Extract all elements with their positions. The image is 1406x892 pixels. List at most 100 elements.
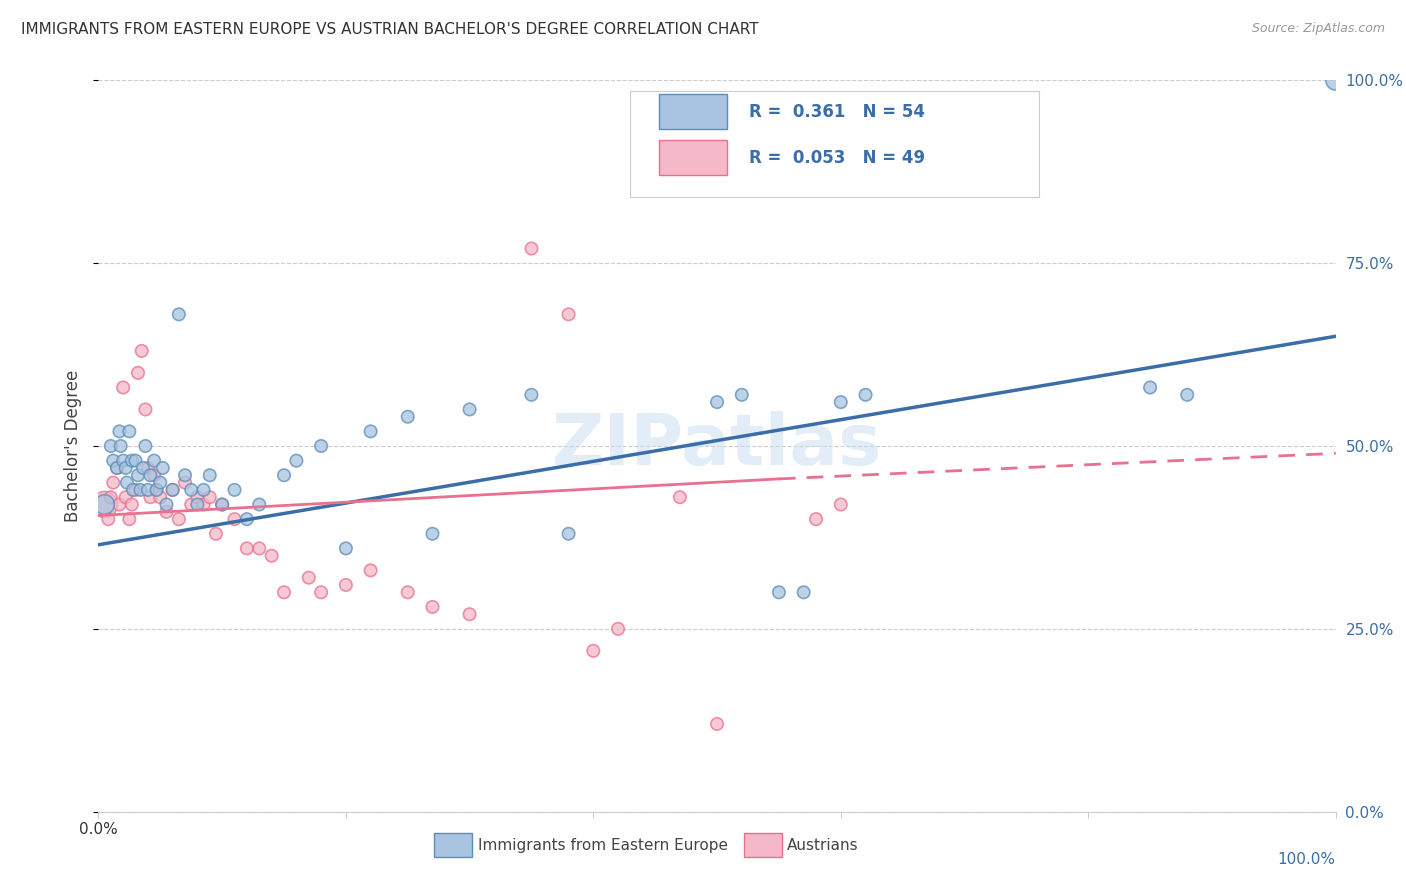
Point: [309, 585, 332, 599]
Point: [582, 644, 605, 658]
Point: [768, 585, 790, 599]
Point: [136, 483, 159, 497]
Point: [134, 402, 156, 417]
Point: [180, 498, 202, 512]
Point: [139, 468, 162, 483]
Point: [127, 468, 149, 483]
Point: [143, 468, 166, 483]
Point: [335, 578, 357, 592]
Point: [105, 461, 128, 475]
Text: Austrians: Austrians: [787, 838, 859, 853]
Point: [396, 585, 419, 599]
Point: [793, 585, 815, 599]
Point: [174, 475, 197, 490]
Point: [706, 717, 728, 731]
Point: [224, 483, 246, 497]
Point: [149, 490, 172, 504]
Bar: [659, 140, 727, 176]
Point: [118, 425, 141, 439]
Text: ZIPatlas: ZIPatlas: [553, 411, 882, 481]
Point: [100, 490, 122, 504]
Point: [162, 483, 184, 497]
Point: [360, 425, 382, 439]
Point: [124, 483, 146, 497]
Point: [830, 395, 852, 409]
Point: [211, 498, 233, 512]
Point: [112, 380, 135, 394]
Point: [236, 512, 259, 526]
Point: [205, 526, 228, 541]
Point: [108, 425, 131, 439]
Point: [309, 439, 332, 453]
Point: [180, 483, 202, 497]
Point: [198, 468, 221, 483]
Point: [247, 541, 270, 556]
Point: [193, 483, 215, 497]
Point: [520, 242, 543, 256]
Text: R =  0.361   N = 54: R = 0.361 N = 54: [749, 103, 925, 120]
FancyBboxPatch shape: [630, 91, 1039, 197]
Point: [260, 549, 283, 563]
Point: [458, 402, 481, 417]
Point: [114, 490, 136, 504]
Point: [122, 483, 145, 497]
Point: [155, 505, 177, 519]
Point: [211, 498, 233, 512]
Point: [129, 483, 152, 497]
Point: [127, 366, 149, 380]
Point: [145, 483, 167, 497]
Point: [1324, 73, 1347, 87]
Point: [198, 490, 221, 504]
Point: [174, 468, 197, 483]
Point: [139, 490, 162, 504]
Point: [155, 498, 177, 512]
Point: [108, 498, 131, 512]
Point: [1139, 380, 1161, 394]
Point: [121, 453, 143, 467]
Point: [855, 388, 877, 402]
Point: [134, 439, 156, 453]
Point: [115, 475, 138, 490]
Point: [105, 461, 128, 475]
Point: [298, 571, 321, 585]
Point: [360, 563, 382, 577]
Point: [124, 453, 146, 467]
Point: [247, 498, 270, 512]
Point: [167, 512, 190, 526]
Point: [145, 483, 167, 497]
Point: [97, 512, 120, 526]
Point: [103, 475, 125, 490]
Point: [110, 439, 132, 453]
Text: Immigrants from Eastern Europe: Immigrants from Eastern Europe: [478, 838, 728, 853]
Text: Source: ZipAtlas.com: Source: ZipAtlas.com: [1251, 22, 1385, 36]
Point: [458, 607, 481, 622]
Point: [273, 468, 295, 483]
Point: [236, 541, 259, 556]
Point: [186, 490, 208, 504]
Point: [1175, 388, 1198, 402]
Point: [557, 526, 579, 541]
Point: [136, 461, 159, 475]
Text: R =  0.053   N = 49: R = 0.053 N = 49: [749, 149, 925, 167]
Point: [143, 453, 166, 467]
Text: IMMIGRANTS FROM EASTERN EUROPE VS AUSTRIAN BACHELOR'S DEGREE CORRELATION CHART: IMMIGRANTS FROM EASTERN EUROPE VS AUSTRI…: [21, 22, 759, 37]
Point: [396, 409, 419, 424]
Point: [520, 388, 543, 402]
Point: [103, 453, 125, 467]
Point: [121, 498, 143, 512]
Point: [162, 483, 184, 497]
Point: [167, 307, 190, 321]
Point: [422, 526, 444, 541]
Bar: [659, 95, 727, 129]
Point: [186, 498, 208, 512]
Point: [93, 498, 115, 512]
Point: [335, 541, 357, 556]
Point: [607, 622, 630, 636]
Point: [830, 498, 852, 512]
Point: [131, 343, 153, 358]
Point: [731, 388, 754, 402]
Point: [118, 512, 141, 526]
Point: [149, 475, 172, 490]
Point: [93, 498, 115, 512]
Point: [706, 395, 728, 409]
